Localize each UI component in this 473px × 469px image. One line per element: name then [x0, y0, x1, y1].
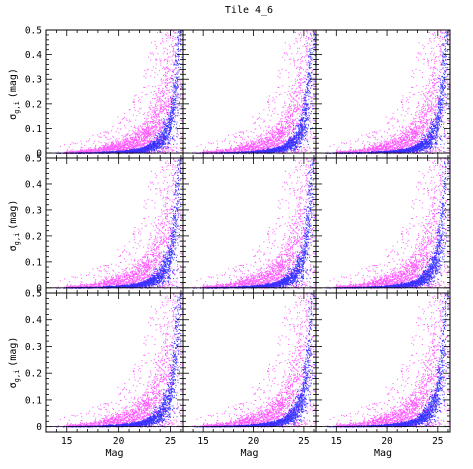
- panel-r2-c1: [45, 157, 184, 294]
- series-2-scatter: [326, 293, 450, 428]
- x-tick-label: 20: [381, 436, 393, 447]
- axis-labels: 0 0.1 0.2 0.3 0.4 0.5 σg,i(mag) 0 0.1 0.2 0.3 0.4 0.…: [8, 26, 444, 460]
- x-axis-label: Mag: [240, 448, 258, 459]
- panel-r3-c3: [315, 292, 451, 433]
- y-tick-label: 0.5: [25, 289, 42, 300]
- y-tick-label: 0: [36, 149, 42, 160]
- y-tick-label: 0.2: [25, 369, 42, 380]
- panel-r1-c3: [315, 29, 451, 159]
- y-tick-label: 0: [36, 422, 42, 433]
- x-axis-label: Mag: [374, 448, 392, 459]
- x-tick-label: 25: [432, 436, 443, 447]
- x-tick-label: 25: [165, 436, 176, 447]
- panel-grid: [45, 29, 451, 433]
- y-tick-label: 0.1: [25, 124, 42, 135]
- y-tick-label: 0: [36, 283, 42, 294]
- y-tick-label: 0.5: [25, 26, 42, 37]
- panel-r1-c2: [182, 29, 317, 159]
- x-tick-label: 25: [298, 436, 309, 447]
- y-tick-label: 0.4: [25, 315, 42, 326]
- x-tick-label: 20: [248, 436, 260, 447]
- y-axis-label: σg,i(mag): [8, 200, 21, 252]
- y-tick-label: 0.2: [25, 99, 42, 110]
- panel-r3-c2: [182, 292, 317, 433]
- panel-r3-c1: [45, 292, 184, 433]
- panel-r2-c2: [182, 157, 317, 294]
- y-tick-label: 0.3: [25, 75, 42, 86]
- y-axis-label: σg,i(mag): [8, 337, 21, 389]
- x-tick-label: 15: [197, 436, 208, 447]
- x-tick-label: 15: [331, 436, 342, 447]
- y-tick-label: 0.4: [25, 50, 42, 61]
- y-tick-label: 0.3: [25, 342, 42, 353]
- series-2-points: [326, 293, 450, 428]
- panel-r1-c1: [45, 29, 184, 159]
- y-tick-label: 0.1: [25, 257, 42, 268]
- y-tick-label: 0.2: [25, 231, 42, 242]
- x-tick-label: 20: [113, 436, 125, 447]
- y-tick-label: 0.1: [25, 395, 42, 406]
- y-tick-label: 0.5: [25, 154, 42, 165]
- panel-r2-c3: [315, 157, 451, 294]
- x-axis-label: Mag: [105, 448, 123, 459]
- y-tick-label: 0.4: [25, 179, 42, 190]
- y-tick-label: 0.3: [25, 205, 42, 216]
- chart-title: Tile 4_6: [225, 5, 273, 16]
- y-axis-label: σg,i(mag): [8, 68, 21, 120]
- x-tick-label: 15: [61, 436, 72, 447]
